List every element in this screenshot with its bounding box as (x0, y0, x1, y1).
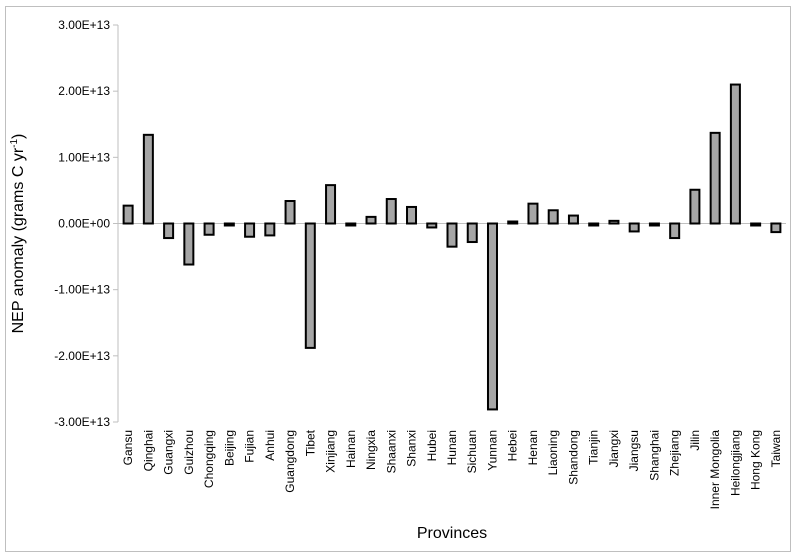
category-label: Shanghai (647, 430, 661, 481)
category-label: Liaoning (546, 430, 560, 475)
bars (122, 83, 782, 411)
bar-hunan (446, 222, 458, 248)
category-label: Hong Kong (749, 430, 763, 490)
category-label: Jilin (688, 430, 702, 451)
category-label: Hubei (425, 430, 439, 461)
category-labels: Gansu Qinghai Guangxi Guizhou Chongqing Beiji… (121, 429, 783, 509)
category-label: Guizhou (182, 430, 196, 475)
bar-jilin (689, 188, 701, 225)
bar-ningxia (365, 215, 377, 225)
category-label: Jiangsu (627, 430, 641, 471)
bar-heilongjiang (729, 83, 741, 225)
category-label: Shanxi (405, 430, 419, 467)
bar-shanxi (406, 205, 418, 225)
category-label: Hebei (506, 430, 520, 461)
category-label: Yunnan (485, 430, 499, 471)
category-label: Jiangxi (607, 430, 621, 467)
category-label: Gansu (121, 430, 135, 465)
bar-qinghai (142, 133, 154, 225)
y-tick-label: -3.00E+13 (54, 415, 110, 429)
category-label: Chongqing (202, 430, 216, 488)
bar-taiwan (770, 222, 782, 234)
bar-guizhou (183, 222, 195, 266)
bar-tianjin (588, 222, 600, 227)
category-label: Shaanxi (384, 430, 398, 473)
bar-chongqing (203, 222, 215, 236)
bar-hong-kong (750, 222, 762, 227)
y-tick-labels: 3.00E+13 2.00E+13 1.00E+13 0.00E+00 -1.00E+1… (54, 18, 118, 429)
y-axis-title-text: NEP anomaly (grams C yr (10, 147, 27, 333)
category-label: Hunan (445, 430, 459, 465)
bar-gansu (122, 204, 134, 225)
bar-inner-mongolia (709, 131, 721, 225)
y-tick-label: 0.00E+00 (58, 217, 110, 231)
bar-hubei (426, 222, 438, 229)
category-label: Anhui (263, 430, 277, 461)
category-label: Zhejiang (668, 430, 682, 476)
y-axis-title: NEP anomaly (grams C yr-1) (9, 134, 27, 334)
bar-hebei (507, 220, 519, 225)
y-tick-label: 1.00E+13 (58, 150, 110, 164)
bar-beijing (223, 222, 235, 227)
bar-jiangsu (628, 222, 640, 233)
bar-xinjiang (325, 184, 337, 225)
y-axis-title-superscript: -1 (9, 139, 20, 148)
category-label: Xinjiang (324, 430, 338, 473)
y-tick-label: -2.00E+13 (54, 349, 110, 363)
bar-henan (527, 202, 539, 225)
category-label: Tibet (303, 429, 317, 456)
bar-guangxi (163, 222, 175, 240)
y-tick-label: 3.00E+13 (58, 18, 110, 32)
category-label: Guangxi (162, 430, 176, 475)
bar-fujian (244, 222, 256, 238)
category-label: Beijing (222, 430, 236, 466)
category-label: Taiwan (769, 430, 783, 467)
bar-yunnan (486, 222, 498, 411)
category-label: Fujian (243, 430, 257, 463)
category-label: Inner Mongolia (708, 430, 722, 510)
category-label: Hainan (344, 430, 358, 468)
category-label: Heilongjiang (728, 430, 742, 496)
bar-liaoning (547, 209, 559, 225)
bar-tibet (304, 222, 316, 349)
category-label: Sichuan (465, 430, 479, 473)
bar-jiangxi (608, 219, 620, 225)
bar-hainan (345, 222, 357, 227)
bar-sichuan (466, 222, 478, 244)
bar-shanghai (648, 222, 660, 227)
y-tick-label: -1.00E+13 (54, 283, 110, 297)
category-label: Tianjin (587, 430, 601, 465)
category-label: Qinghai (141, 430, 155, 471)
bar-anhui (264, 222, 276, 237)
category-label: Henan (526, 430, 540, 465)
category-label: Shandong (566, 430, 580, 485)
y-axis-title-close: ) (10, 134, 27, 139)
bar-shandong (567, 214, 579, 225)
chart-frame (5, 6, 791, 552)
bar-zhejiang (669, 222, 681, 240)
x-axis-title: Provinces (417, 525, 487, 542)
y-tick-label: 2.00E+13 (58, 84, 110, 98)
bar-guangdong (284, 200, 296, 225)
bar-shaanxi (385, 198, 397, 225)
category-label: Ningxia (364, 430, 378, 470)
category-label: Guangdong (283, 430, 297, 493)
